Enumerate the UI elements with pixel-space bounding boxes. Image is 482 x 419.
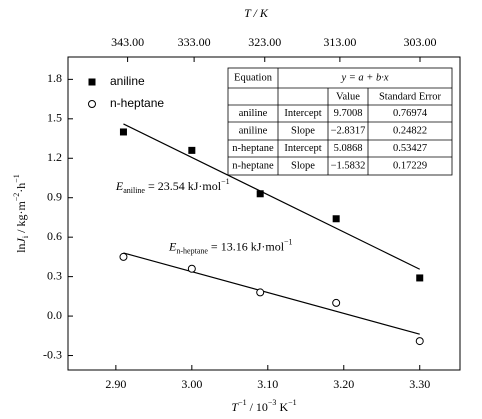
y-tick-label: 1.2 [47, 150, 62, 164]
table-cell: 0.53427 [393, 143, 427, 154]
table-cell: Value [336, 91, 360, 102]
fit-line [123, 252, 420, 335]
x-axis-title-part: −3 [268, 398, 277, 407]
data-point [119, 252, 128, 261]
annotation-part: −1 [221, 178, 230, 187]
x2-tick-label: 303.00 [403, 35, 436, 49]
data-point [187, 264, 196, 273]
table-cell: Intercept [284, 143, 321, 154]
x-axis-title-part: K [276, 400, 288, 414]
x-axis-title-part: / 10 [247, 400, 268, 414]
table-cell: 0.17229 [393, 160, 427, 171]
plot-frame [67, 56, 461, 371]
table-cell: −1.5832 [331, 160, 366, 171]
table-cell: Standard Error [379, 91, 442, 102]
table-frame [227, 67, 453, 176]
annotation-part: n-heptane [176, 247, 208, 256]
table-cell: 0.76974 [393, 108, 428, 119]
annotation-part: E [168, 239, 177, 253]
table-cell: n-heptane [232, 143, 274, 154]
y-axis-title-part: J [14, 237, 28, 243]
y-tick-label: 0.0 [47, 308, 62, 322]
x-axis-title-part: T [231, 400, 239, 414]
y-tick-label: 1.5 [47, 111, 62, 125]
table-cell: y = a + b·x [340, 72, 388, 83]
y-axis-title-part: −1 [12, 174, 21, 183]
x-axis-title: T−1 / 10−3 K−1 [231, 398, 296, 413]
y-tick-label: 1.8 [47, 71, 62, 85]
table-cell: aniline [239, 125, 268, 136]
stats-table: Equation y = a + b·x Value Standard Error an… [227, 67, 453, 176]
legend-label: n-heptane [110, 96, 164, 110]
annotation-part: −1 [284, 238, 293, 247]
table-cell: aniline [239, 108, 268, 119]
x2-tick-label: 333.00 [178, 35, 211, 49]
x-axis-title-part: −1 [238, 398, 247, 407]
data-point [188, 146, 196, 154]
data-point [119, 128, 127, 136]
table-cell: −2.8317 [331, 125, 366, 136]
data-point [332, 215, 340, 223]
data-point [88, 78, 96, 86]
annotation-part: = 23.54 kJ·mol [145, 179, 222, 193]
annotation-part: = 13.16 kJ·mol [208, 239, 285, 253]
data-point [256, 288, 265, 297]
annotation-part: E [115, 179, 124, 193]
annotation: En-heptane = 13.16 kJ·mol−1 [168, 238, 293, 256]
x2-tick-label: 323.00 [248, 35, 281, 49]
data-point [415, 337, 424, 346]
data-point [332, 298, 341, 307]
table-cell: Intercept [284, 108, 321, 119]
top-axis-title: T / K [244, 6, 269, 20]
x-tick-label: 3.20 [333, 377, 354, 391]
y-tick-label: 0.6 [47, 229, 62, 243]
data-point [256, 190, 264, 198]
legend-label: aniline [110, 74, 145, 88]
table-cell: n-heptane [232, 160, 274, 171]
x2-tick-label: 343.00 [111, 35, 144, 49]
x2-tick-label: 313.00 [323, 35, 356, 49]
table-cell: 5.0868 [334, 143, 363, 154]
data-point [88, 100, 96, 108]
annotation: Eaniline = 23.54 kJ·mol−1 [115, 178, 230, 196]
table-cell: Slope [291, 160, 315, 171]
y-tick-label: 0.3 [47, 268, 62, 282]
y-axis-title-part: ln [14, 243, 28, 252]
table-cell: Slope [291, 125, 315, 136]
x-tick-label: 2.90 [105, 377, 126, 391]
x-tick-label: 3.00 [181, 377, 202, 391]
data-point [416, 274, 424, 282]
table-cell: Equation [234, 72, 273, 83]
table-cell: 0.24822 [393, 125, 427, 136]
fit-line [123, 123, 421, 270]
y-axis-title-part: −2 [12, 193, 21, 202]
y-tick-label: -0.3 [43, 347, 62, 361]
x-axis-title-part: −1 [288, 398, 297, 407]
x-tick-label: 3.10 [257, 377, 278, 391]
y-axis-title-part: / kg·m [14, 201, 28, 236]
y-axis-title: lnJi / kg·m−2·h−1 [12, 174, 30, 253]
y-tick-label: 0.9 [47, 189, 62, 203]
y-axis-title-part: ·h [14, 183, 28, 193]
x-tick-label: 3.30 [409, 377, 430, 391]
table-cell: 9.7008 [334, 108, 363, 119]
annotation-part: aniline [123, 187, 145, 196]
y-axis-title-part: i [21, 235, 30, 238]
